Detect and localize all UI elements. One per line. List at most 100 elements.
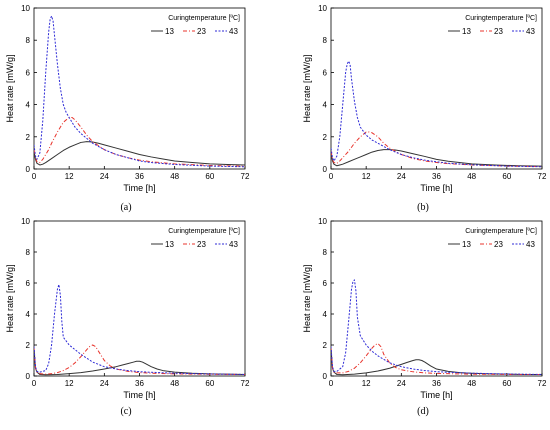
legend-label-13: 13 <box>165 240 174 249</box>
series-line-23 <box>34 116 245 167</box>
y-tick-label: 10 <box>21 4 30 13</box>
series-line-13 <box>34 348 245 376</box>
plot-frame <box>330 220 543 377</box>
x-tick-label: 72 <box>241 172 250 181</box>
x-tick-label: 48 <box>467 379 476 388</box>
y-tick-label: 4 <box>26 310 31 319</box>
y-tick-label: 10 <box>21 217 30 226</box>
y-tick-label: 2 <box>323 341 328 350</box>
series-line-13 <box>34 141 245 166</box>
y-tick-label: 0 <box>323 372 328 381</box>
legend-title: Curingtemperature [ºC] <box>465 228 537 235</box>
x-tick-label: 36 <box>135 379 144 388</box>
x-tick-label: 72 <box>241 379 250 388</box>
x-tick-label: 72 <box>538 379 547 388</box>
x-tick-label: 36 <box>432 172 441 181</box>
x-tick-label: 48 <box>170 172 179 181</box>
legend-label-23: 23 <box>494 27 503 36</box>
y-tick-label: 0 <box>26 372 31 381</box>
legend-label-23: 23 <box>494 240 503 249</box>
x-tick-label: 24 <box>397 172 406 181</box>
y-tick-label: 2 <box>26 133 31 142</box>
y-axis-title: Heat rate [mW/g] <box>302 264 312 332</box>
x-tick-label: 0 <box>32 172 37 181</box>
x-tick-label: 24 <box>100 379 109 388</box>
x-tick-label: 72 <box>538 172 547 181</box>
y-axis-title: Heat rate [mW/g] <box>5 264 15 332</box>
plot-frame <box>33 7 246 170</box>
series-line-43 <box>331 279 542 375</box>
y-tick-label: 8 <box>26 36 31 45</box>
x-tick-label: 36 <box>432 379 441 388</box>
x-tick-label: 60 <box>205 379 214 388</box>
legend-label-23: 23 <box>197 27 206 36</box>
panel-label: (c) <box>120 406 131 417</box>
x-tick-label: 48 <box>467 172 476 181</box>
panel-label: (a) <box>120 202 131 213</box>
y-tick-label: 2 <box>323 133 328 142</box>
legend-title: Curingtemperature [ºC] <box>465 15 537 22</box>
x-axis-title: Time [h] <box>420 183 452 193</box>
series-line-43 <box>34 15 245 168</box>
y-tick-label: 8 <box>26 248 31 257</box>
y-tick-label: 6 <box>26 279 31 288</box>
series-line-13 <box>331 348 542 376</box>
y-tick-label: 2 <box>26 341 31 350</box>
legend-label-43: 43 <box>526 27 535 36</box>
legend-label-43: 43 <box>229 27 238 36</box>
y-tick-label: 10 <box>318 4 327 13</box>
x-tick-label: 60 <box>502 172 511 181</box>
x-tick-label: 12 <box>65 172 74 181</box>
legend-title: Curingtemperature [ºC] <box>168 228 240 235</box>
legend-label-23: 23 <box>197 240 206 249</box>
y-axis-title: Heat rate [mW/g] <box>5 54 15 122</box>
y-tick-label: 4 <box>26 101 31 110</box>
x-tick-label: 0 <box>32 379 37 388</box>
series-line-23 <box>34 344 245 375</box>
y-tick-label: 6 <box>323 279 328 288</box>
y-tick-label: 0 <box>26 165 31 174</box>
y-tick-label: 6 <box>26 68 31 77</box>
series-line-23 <box>331 131 542 168</box>
plot-frame <box>330 7 543 170</box>
x-axis-title: Time [h] <box>123 390 155 400</box>
x-axis-title: Time [h] <box>420 390 452 400</box>
plot-frame <box>33 220 246 377</box>
series-line-23 <box>331 342 542 375</box>
legend-label-43: 43 <box>526 240 535 249</box>
legend-title: Curingtemperature [ºC] <box>168 15 240 22</box>
x-tick-label: 12 <box>65 379 74 388</box>
legend-label-43: 43 <box>229 240 238 249</box>
legend-label-13: 13 <box>165 27 174 36</box>
x-tick-label: 48 <box>170 379 179 388</box>
y-tick-label: 4 <box>323 101 328 110</box>
series-line-13 <box>331 149 542 167</box>
x-tick-label: 12 <box>362 379 371 388</box>
legend-label-13: 13 <box>462 240 471 249</box>
y-tick-label: 0 <box>323 165 328 174</box>
y-tick-label: 8 <box>323 248 328 257</box>
x-tick-label: 24 <box>100 172 109 181</box>
x-tick-label: 36 <box>135 172 144 181</box>
y-tick-label: 8 <box>323 36 328 45</box>
x-tick-label: 60 <box>205 172 214 181</box>
legend-label-13: 13 <box>462 27 471 36</box>
x-axis-title: Time [h] <box>123 183 155 193</box>
y-axis-title: Heat rate [mW/g] <box>302 54 312 122</box>
y-tick-label: 10 <box>318 217 327 226</box>
x-tick-label: 12 <box>362 172 371 181</box>
x-tick-label: 24 <box>397 379 406 388</box>
x-tick-label: 0 <box>329 379 334 388</box>
x-tick-label: 0 <box>329 172 334 181</box>
panel-label: (d) <box>417 406 429 417</box>
x-tick-label: 60 <box>502 379 511 388</box>
y-tick-label: 4 <box>323 310 328 319</box>
panel-label: (b) <box>417 202 429 213</box>
series-line-43 <box>331 60 542 168</box>
